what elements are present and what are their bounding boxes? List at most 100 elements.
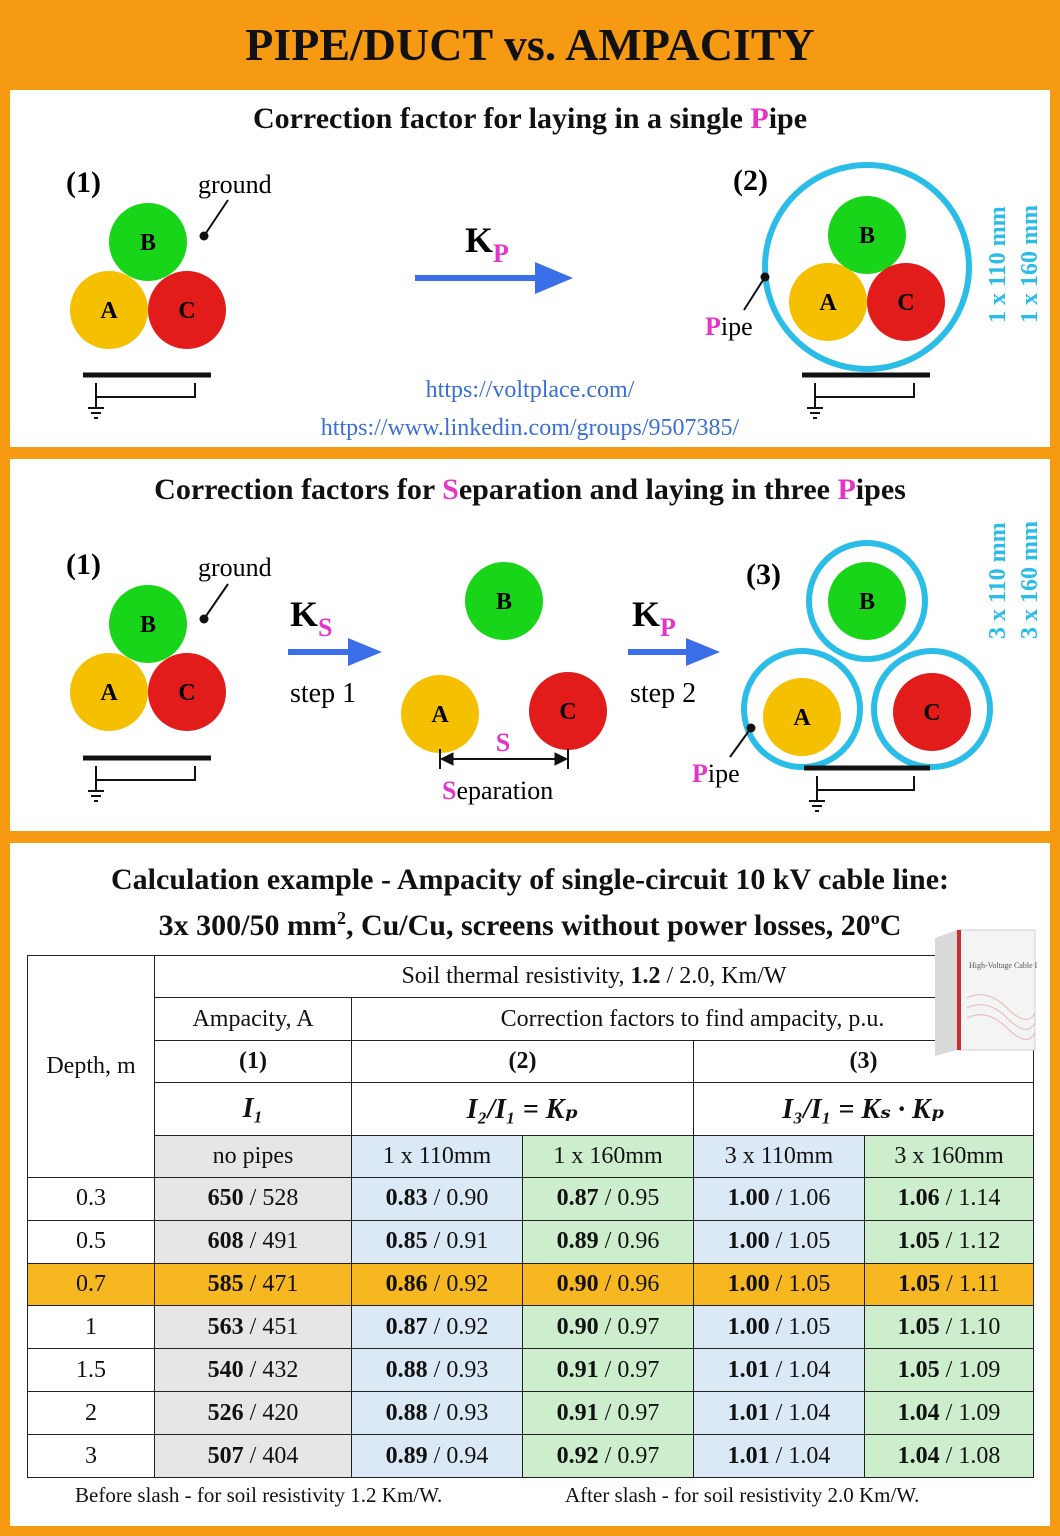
phase-b-label-piped: B — [859, 223, 875, 249]
book-image: High-Voltage Cable Lines — [927, 928, 1052, 1058]
label-1: (1) — [66, 166, 101, 199]
pipe-label: Pipe — [692, 759, 740, 788]
kp-symbol: KP — [632, 594, 676, 642]
ampacity-header: Ampacity, A — [154, 997, 352, 1041]
calculation-panel: Calculation example - Ampacity of single… — [10, 843, 1052, 1526]
value-cell: 1.00 / 1.05 — [693, 1305, 865, 1350]
ground-symbol-1 — [83, 755, 211, 802]
phase-b-cable-piped — [828, 196, 906, 274]
correction-header: Correction factors to find ampacity, p.u… — [351, 997, 1034, 1041]
single-pipe-panel: Correction factor for laying in a single… — [10, 90, 1050, 447]
three-pipes-panel: Correction factors for Separation and la… — [10, 459, 1050, 831]
voltplace-link[interactable]: https://voltplace.com/ — [425, 377, 635, 403]
table-body: 0.3 650 / 528 0.83 / 0.90 0.87 / 0.95 1.00 /… — [27, 1176, 1034, 1478]
col3-header: (3) — [693, 1039, 1034, 1084]
book-icon: High-Voltage Cable Lines — [935, 929, 1052, 1056]
phase-c-label-piped: C — [897, 290, 914, 316]
value-cell: 1.00 / 1.06 — [693, 1176, 865, 1221]
table-row: 0.7 585 / 471 0.86 / 0.92 0.90 / 0.96 1.00 /… — [27, 1262, 1034, 1307]
label-2: (2) — [733, 164, 768, 197]
phase-b-cable — [109, 585, 187, 663]
col2-header: (2) — [351, 1039, 694, 1084]
value-cell: 608 / 491 — [154, 1219, 352, 1264]
phase-c-cable — [148, 271, 226, 349]
phase-a-cable-piped — [763, 678, 841, 756]
pipe-circle — [762, 162, 972, 372]
sub-header: no pipes — [154, 1134, 352, 1178]
depth-cell: 0.5 — [27, 1219, 155, 1264]
value-cell: 0.90 / 0.97 — [522, 1305, 694, 1350]
step1-label: step 1 — [290, 678, 356, 709]
ground-symbol-2 — [802, 372, 930, 419]
arrow-icon-step1 — [288, 638, 382, 666]
label-3: (3) — [746, 558, 781, 591]
value-cell: 1.01 / 1.04 — [693, 1391, 865, 1436]
pipe-pointer — [729, 727, 752, 758]
pipe-label: Pipe — [705, 312, 753, 341]
depth-cell: 1 — [27, 1305, 155, 1350]
value-cell: 526 / 420 — [154, 1391, 352, 1436]
value-cell: 1.05 / 1.11 — [864, 1262, 1034, 1307]
depth-cell: 0.3 — [27, 1176, 155, 1221]
phase-b-cable — [109, 203, 187, 281]
ground-dot — [199, 231, 209, 241]
ks-symbol: KS — [290, 594, 332, 642]
ground-pointer — [205, 199, 229, 234]
col1-header: (1) — [154, 1039, 352, 1084]
table-row: 0.5 608 / 491 0.85 / 0.91 0.89 / 0.96 1.00 /… — [27, 1219, 1034, 1264]
value-cell: 585 / 471 — [154, 1262, 352, 1307]
value-cell: 0.91 / 0.97 — [522, 1348, 694, 1393]
formula-kp: I₂/I₁ = Kₚ — [351, 1082, 694, 1136]
phase-c-cable — [148, 653, 226, 731]
value-cell: 1.00 / 1.05 — [693, 1262, 865, 1307]
value-cell: 0.87 / 0.92 — [351, 1305, 523, 1350]
step2-label: step 2 — [630, 678, 696, 709]
panel2-diagram: (1) ground B A C KS step 1 B A C S — [66, 521, 1043, 812]
pipe-a — [741, 648, 863, 770]
value-cell: 0.91 / 0.97 — [522, 1391, 694, 1436]
table-row: 0.3 650 / 528 0.83 / 0.90 0.87 / 0.95 1.00 /… — [27, 1176, 1034, 1221]
phase-a-label: A — [100, 680, 118, 706]
ground-dot — [199, 614, 209, 624]
value-cell: 1.05 / 1.09 — [864, 1348, 1034, 1393]
phase-a-label: A — [100, 298, 118, 324]
panel1-diagram: (1) ground B A C KP (2) B A C — [66, 162, 1043, 419]
value-cell: 650 / 528 — [154, 1176, 352, 1221]
label-1: (1) — [66, 548, 101, 581]
table-row: 1.5 540 / 432 0.88 / 0.93 0.91 / 0.97 1.01 /… — [27, 1348, 1034, 1393]
arrow-icon-step2 — [628, 638, 720, 666]
pipe-size-2: 1 x 160 mm — [1017, 205, 1043, 323]
phase-c-cable-piped — [867, 263, 945, 341]
panel2-title: Correction factors for Separation and la… — [154, 473, 906, 506]
sub-header: 1 x 160mm — [522, 1134, 694, 1178]
separation-dimension — [439, 749, 569, 769]
value-cell: 1.01 / 1.04 — [693, 1434, 865, 1478]
phase-a-cable — [70, 653, 148, 731]
value-cell: 1.01 / 1.04 — [693, 1348, 865, 1393]
phase-c-separated — [529, 672, 607, 750]
ground-symbol-2 — [804, 765, 930, 812]
phase-c-label-sep: C — [559, 699, 576, 725]
soil-header: Soil thermal resistivity, 1.2 / 2.0, Km/… — [154, 954, 1034, 999]
phase-c-label-piped: C — [923, 700, 940, 726]
ground-pointer — [205, 583, 229, 617]
value-cell: 540 / 432 — [154, 1348, 352, 1393]
phase-a-label-piped: A — [819, 290, 837, 316]
value-cell: 0.89 / 0.96 — [522, 1219, 694, 1264]
pipe-pointer — [743, 276, 766, 311]
linkedin-link[interactable]: https://www.linkedin.com/groups/9507385/ — [320, 415, 740, 441]
value-cell: 1.05 / 1.12 — [864, 1219, 1034, 1264]
formula-i1: I₁ — [154, 1082, 352, 1136]
value-cell: 0.83 / 0.90 — [351, 1176, 523, 1221]
formula-ks-kp: I₃/I₁ = Kₛ · Kₚ — [693, 1082, 1034, 1136]
value-cell: 1.04 / 1.09 — [864, 1391, 1034, 1436]
value-cell: 1.06 / 1.14 — [864, 1176, 1034, 1221]
kp-symbol: KP — [465, 220, 509, 268]
value-cell: 0.88 / 0.93 — [351, 1391, 523, 1436]
depth-cell: 2 — [27, 1391, 155, 1436]
value-cell: 0.88 / 0.93 — [351, 1348, 523, 1393]
sub-header: 3 x 110mm — [693, 1134, 865, 1178]
value-cell: 0.86 / 0.92 — [351, 1262, 523, 1307]
depth-cell: 0.7 — [27, 1262, 155, 1307]
pipe-size-1: 3 x 110 mm — [985, 522, 1011, 639]
